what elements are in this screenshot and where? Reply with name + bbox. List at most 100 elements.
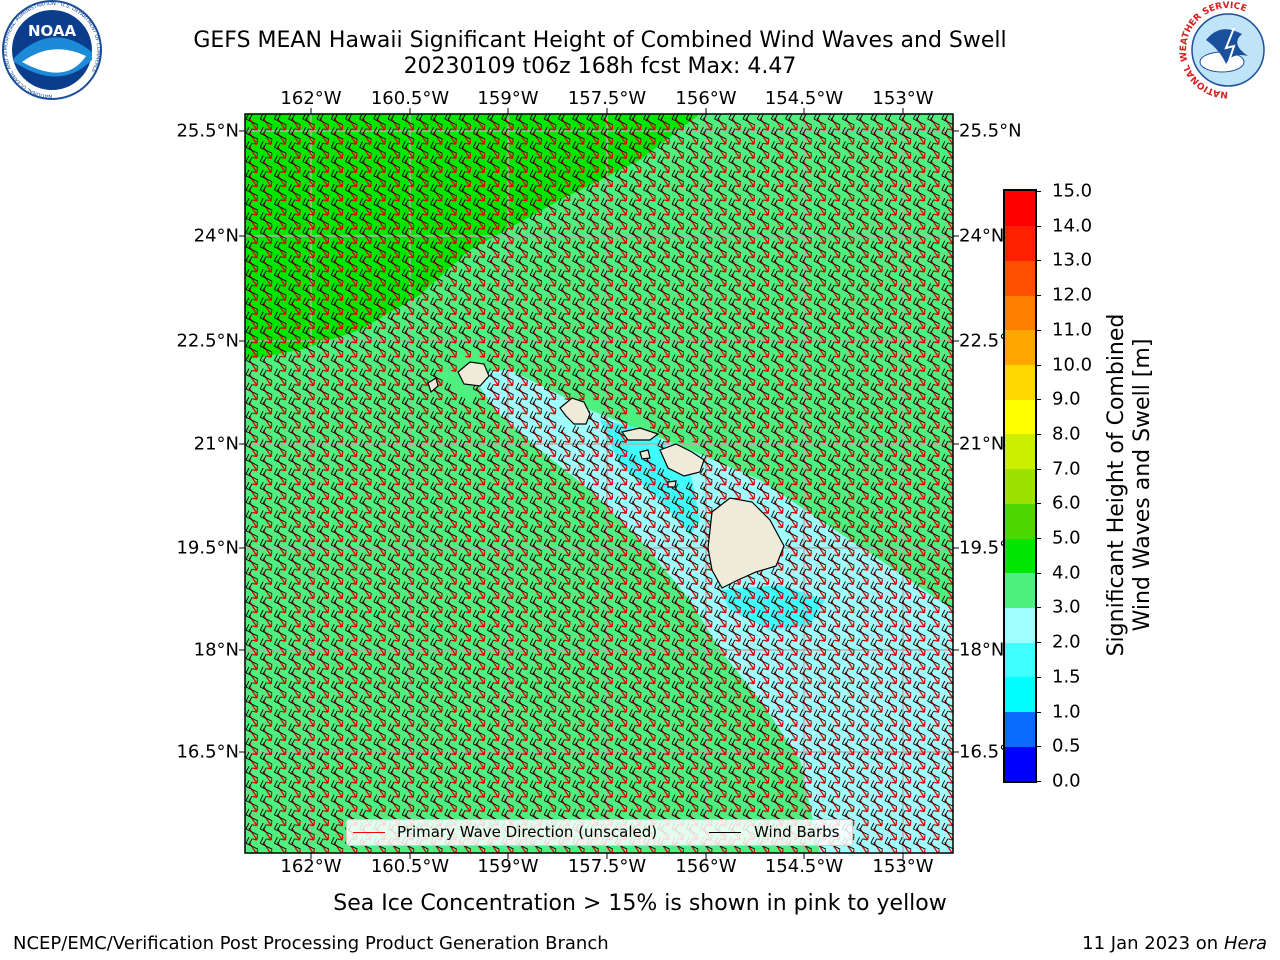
- wave-arrow: [859, 288, 869, 302]
- wave-arrow: [930, 259, 940, 273]
- wave-arrow: [759, 415, 770, 429]
- wave-arrow: [404, 245, 415, 259]
- wave-arrow: [319, 231, 330, 245]
- wave-arrow: [376, 302, 386, 316]
- wave-arrow: [291, 160, 301, 174]
- wave-arrow: [347, 245, 358, 259]
- wave-arrow: [575, 316, 585, 330]
- wave-arrow: [731, 117, 741, 131]
- wave-arrow: [276, 444, 287, 458]
- wave-arrow: [305, 387, 315, 401]
- wave-arrow: [873, 472, 883, 486]
- wave-arrow: [319, 330, 330, 344]
- wave-arrow: [688, 273, 699, 287]
- wave-arrow: [901, 373, 912, 387]
- wave-arrow: [802, 188, 812, 202]
- wave-arrow: [362, 273, 372, 287]
- wave-arrow: [390, 501, 401, 515]
- wave-arrow: [347, 202, 358, 216]
- wave-arrow: [617, 146, 628, 160]
- wave-arrow: [404, 131, 415, 145]
- wave-arrow: [546, 501, 557, 515]
- wave-arrow: [305, 486, 315, 500]
- wave-arrow: [390, 302, 401, 316]
- wave-arrow: [447, 401, 457, 415]
- wave-arrow: [276, 146, 287, 160]
- wave-arrow: [276, 344, 287, 358]
- wave-arrow: [717, 202, 727, 216]
- wave-arrow: [319, 202, 330, 216]
- wave-arrow: [660, 330, 670, 344]
- wave-arrow: [816, 131, 827, 145]
- wave-arrow: [291, 202, 301, 216]
- wave-arrow: [262, 302, 273, 316]
- wave-arrow: [475, 217, 486, 231]
- wave-arrow: [333, 131, 344, 145]
- wave-arrow: [773, 486, 784, 500]
- wave-arrow: [901, 231, 912, 245]
- wave-arrow: [347, 458, 358, 472]
- wave-arrow: [347, 316, 358, 330]
- wave-arrow: [418, 302, 429, 316]
- wave-arrow: [262, 174, 273, 188]
- wave-arrow: [646, 245, 656, 259]
- wave-arrow: [844, 146, 855, 160]
- wave-arrow: [660, 387, 670, 401]
- wave-arrow: [646, 316, 656, 330]
- wave-arrow: [404, 430, 415, 444]
- wave-arrow: [688, 430, 699, 444]
- wave-arrow: [333, 259, 344, 273]
- wave-arrow: [702, 273, 713, 287]
- wave-arrow: [603, 387, 614, 401]
- wave-arrow: [717, 259, 727, 273]
- wave-arrow: [759, 302, 770, 316]
- wave-arrow: [589, 415, 599, 429]
- wave-arrow: [262, 430, 273, 444]
- wave-arrow: [873, 359, 883, 373]
- wave-arrow: [433, 302, 443, 316]
- wave-arrow: [532, 387, 543, 401]
- wave-arrow: [276, 458, 287, 472]
- wave-arrow: [532, 302, 543, 316]
- wave-arrow: [305, 217, 315, 231]
- wave-arrow: [276, 501, 287, 515]
- wave-arrow: [575, 373, 585, 387]
- wave-arrow: [418, 444, 429, 458]
- wave-arrow: [532, 188, 543, 202]
- wave-arrow: [475, 458, 486, 472]
- wave-arrow: [915, 160, 926, 174]
- wave-arrow: [291, 344, 301, 358]
- wave-arrow: [759, 458, 770, 472]
- wave-arrow: [674, 131, 685, 145]
- wave-arrow: [248, 273, 259, 287]
- wave-arrow: [830, 245, 841, 259]
- wave-arrow: [816, 472, 827, 486]
- wave-arrow: [901, 401, 912, 415]
- wave-arrow: [660, 146, 670, 160]
- wave-arrow: [390, 444, 401, 458]
- wave-arrow: [930, 146, 940, 160]
- wave-arrow: [504, 344, 514, 358]
- wave-arrow: [560, 444, 571, 458]
- wave-arrow: [717, 217, 727, 231]
- wave-arrow: [447, 344, 457, 358]
- wave-arrow: [489, 160, 500, 174]
- wave-arrow: [887, 373, 898, 387]
- wave-arrow: [759, 316, 770, 330]
- wave-arrow: [631, 202, 642, 216]
- wave-arrow: [489, 458, 500, 472]
- wave-arrow: [589, 458, 599, 472]
- wave-arrow: [319, 444, 330, 458]
- wave-arrow: [532, 259, 543, 273]
- wave-arrow: [376, 259, 386, 273]
- wave-arrow: [773, 401, 784, 415]
- wave-arrow: [873, 217, 883, 231]
- wave-arrow: [447, 486, 457, 500]
- wave-arrow: [362, 444, 372, 458]
- wave-arrow: [504, 217, 514, 231]
- wave-arrow: [475, 174, 486, 188]
- wave-arrow: [603, 174, 614, 188]
- wave-arrow: [802, 472, 812, 486]
- wave-arrow: [262, 401, 273, 415]
- wave-arrow: [376, 458, 386, 472]
